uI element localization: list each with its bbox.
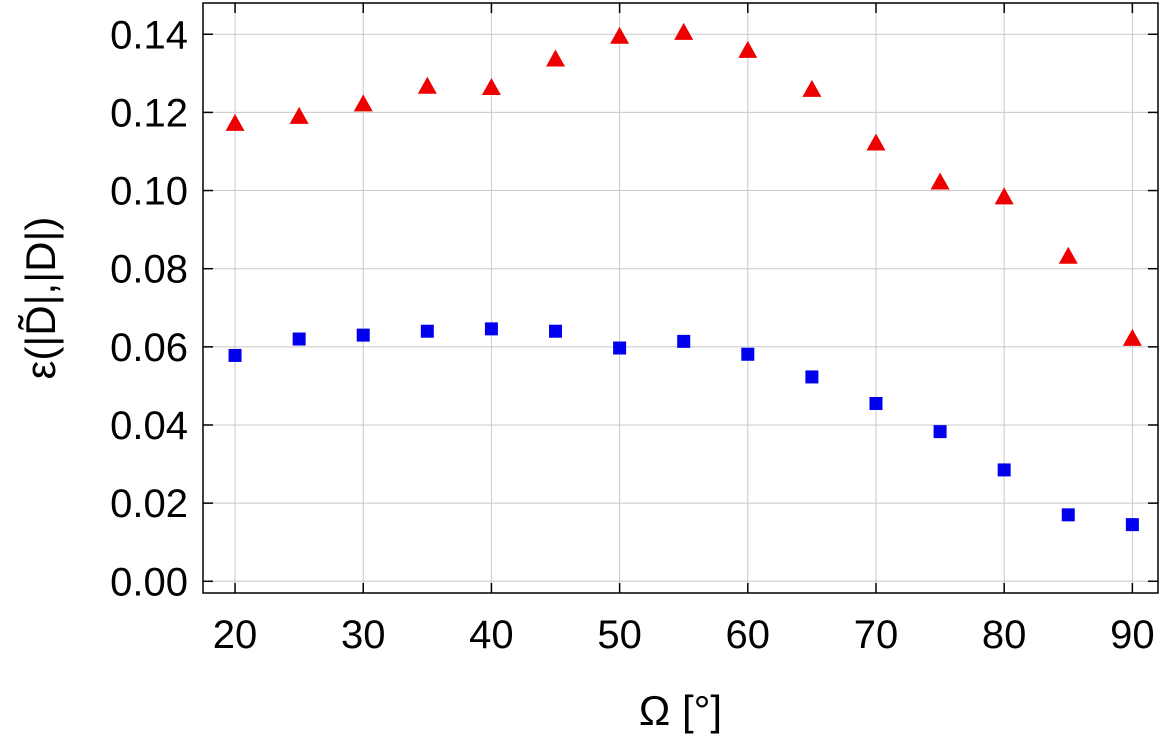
square-point [869, 396, 883, 410]
triangle-point [353, 94, 373, 112]
series-triangle [225, 22, 1142, 346]
x-tick-label: 60 [726, 613, 771, 657]
plot-frame [202, 2, 1159, 594]
square-point [484, 322, 498, 336]
triangle-point [610, 26, 630, 44]
triangle-point [481, 77, 501, 95]
square-point [677, 334, 691, 348]
square-point [228, 348, 242, 362]
x-tick-label: 90 [1110, 613, 1155, 657]
triangle-point [674, 22, 694, 40]
x-tick-label: 20 [213, 613, 258, 657]
square-point [292, 332, 306, 346]
y-tick-label: 0.14 [110, 13, 188, 57]
x-tick-label: 40 [469, 613, 514, 657]
square-point [1061, 508, 1075, 522]
square-point [1125, 518, 1139, 532]
square-point [356, 328, 370, 342]
x-tick-label: 80 [982, 613, 1027, 657]
y-tick-label: 0.00 [110, 560, 188, 604]
square-point [613, 341, 627, 355]
y-axis-label: ε(|D̃|,|D|) [17, 217, 64, 380]
triangle-point [417, 76, 437, 94]
square-point [741, 347, 755, 361]
x-tick-label: 70 [854, 613, 899, 657]
y-tick-label: 0.10 [110, 170, 188, 214]
triangle-point [866, 133, 886, 151]
triangle-point [802, 79, 822, 97]
x-tick-label: 50 [597, 613, 642, 657]
triangle-point [546, 49, 566, 67]
x-tick-labels: 20 30 40 50 60 70 80 90 [213, 613, 1155, 657]
triangle-point [930, 172, 950, 190]
x-tick-label: 30 [341, 613, 386, 657]
y-tick-label: 0.06 [110, 326, 188, 370]
grid-lines [203, 3, 1158, 593]
triangle-point [1058, 246, 1078, 264]
series-square [228, 322, 1139, 532]
x-axis-label: Ω [°] [639, 687, 722, 734]
y-tick-label: 0.04 [110, 404, 188, 448]
y-tick-labels: 0.00 0.02 0.04 0.06 0.08 0.10 0.12 0.14 [110, 13, 188, 604]
triangle-point [738, 40, 758, 58]
data-series [225, 22, 1142, 532]
triangle-point [994, 187, 1014, 205]
y-tick-label: 0.12 [110, 91, 188, 135]
square-point [997, 463, 1011, 477]
axis-ticks [203, 3, 1158, 593]
square-point [420, 324, 434, 338]
triangle-point [1122, 328, 1142, 346]
triangle-point [225, 113, 245, 131]
y-tick-label: 0.02 [110, 482, 188, 526]
triangle-point [289, 106, 309, 124]
y-tick-label: 0.08 [110, 248, 188, 292]
square-point [933, 425, 947, 439]
square-point [805, 370, 819, 384]
square-point [549, 324, 563, 338]
